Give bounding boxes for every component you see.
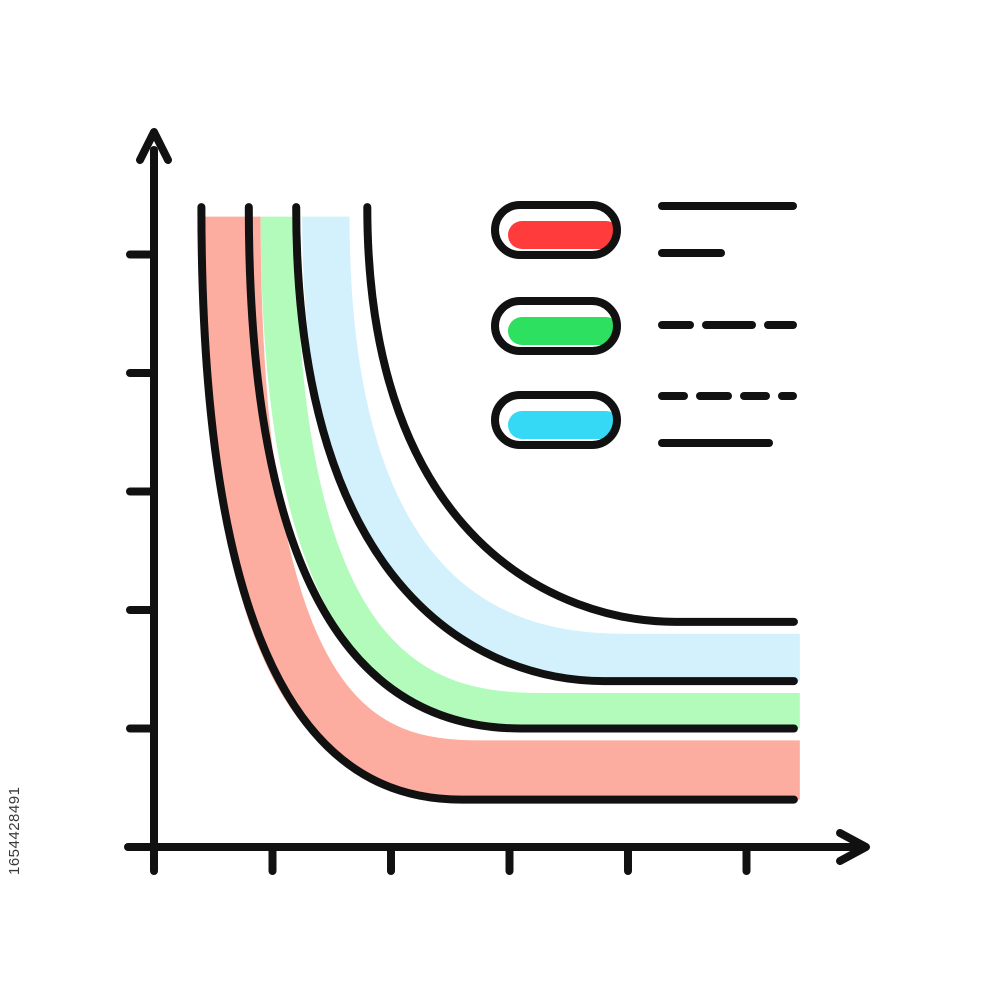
band-blue	[302, 216, 800, 682]
legend-swatch-fill	[508, 317, 620, 345]
legend-item-green	[491, 297, 797, 355]
y-axis-arrow	[136, 128, 172, 164]
legend-swatch-fill	[508, 221, 620, 249]
legend-swatch-fill	[508, 411, 620, 439]
curve-bands	[201, 216, 800, 800]
legend-item-red	[491, 201, 797, 259]
legend-swatch	[491, 201, 621, 259]
legend-swatch	[491, 297, 621, 355]
legend-swatch	[491, 391, 621, 449]
legend-item-blue	[491, 391, 797, 449]
curve-red	[197, 203, 798, 804]
legend	[491, 201, 797, 449]
axis-ticks	[126, 250, 751, 875]
band-green	[260, 216, 800, 729]
curve-blue	[292, 203, 798, 686]
curve-lines	[197, 203, 798, 804]
curve-green	[244, 203, 798, 733]
band-red	[201, 216, 800, 800]
x-axis-arrow	[836, 829, 870, 865]
curve-black	[363, 203, 798, 626]
stock-id: 1654428491	[6, 786, 23, 875]
